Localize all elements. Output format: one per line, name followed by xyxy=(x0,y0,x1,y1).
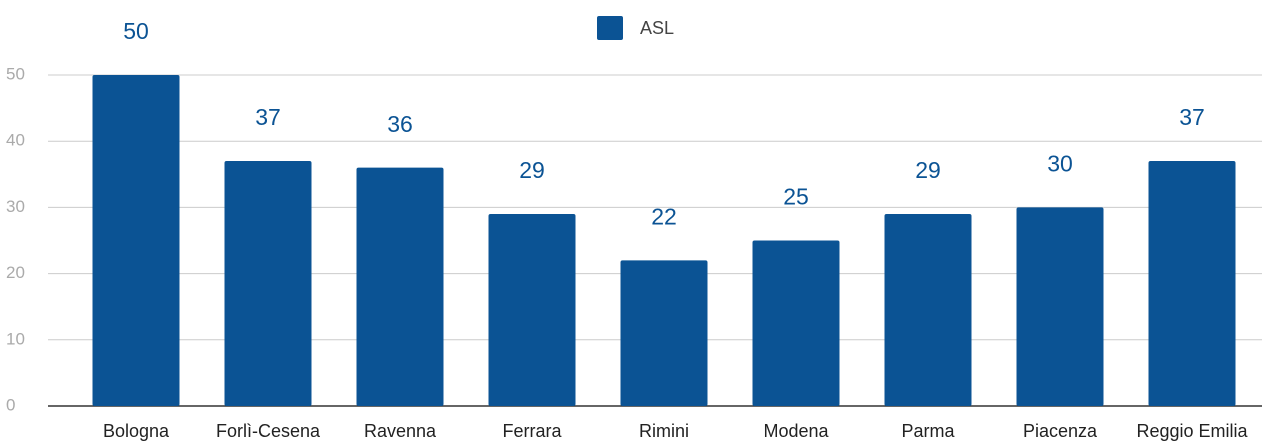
data-label: 37 xyxy=(255,104,281,130)
y-tick-label: 0 xyxy=(6,395,15,414)
x-tick-label: Modena xyxy=(763,421,829,441)
x-tick-label: Forlì-Cesena xyxy=(216,421,321,441)
x-tick-label: Piacenza xyxy=(1023,421,1098,441)
bar xyxy=(752,240,840,406)
x-tick-label: Ravenna xyxy=(364,421,437,441)
data-label: 30 xyxy=(1047,150,1073,176)
x-tick-label: Reggio Emilia xyxy=(1136,421,1248,441)
bar xyxy=(356,167,444,406)
data-label: 29 xyxy=(915,157,941,183)
y-tick-label: 50 xyxy=(6,64,25,83)
legend-label: ASL xyxy=(640,18,674,38)
bar xyxy=(884,214,972,406)
bar xyxy=(1016,207,1104,406)
x-tick-label: Parma xyxy=(901,421,955,441)
data-label: 22 xyxy=(651,203,677,229)
bar xyxy=(224,161,312,406)
y-tick-label: 30 xyxy=(6,197,25,216)
bar xyxy=(92,75,180,406)
bar xyxy=(620,260,708,406)
x-tick-label: Rimini xyxy=(639,421,689,441)
data-label: 37 xyxy=(1179,104,1205,130)
legend-swatch xyxy=(597,16,623,40)
data-label: 36 xyxy=(387,111,413,137)
y-tick-label: 20 xyxy=(6,263,25,282)
y-tick-label: 10 xyxy=(6,329,25,348)
y-tick-label: 40 xyxy=(6,131,25,150)
data-label: 25 xyxy=(783,184,809,210)
data-label: 50 xyxy=(123,18,149,44)
x-tick-label: Ferrara xyxy=(502,421,562,441)
x-tick-label: Bologna xyxy=(103,421,170,441)
bar xyxy=(488,214,576,406)
bar xyxy=(1148,161,1236,406)
data-label: 29 xyxy=(519,157,545,183)
